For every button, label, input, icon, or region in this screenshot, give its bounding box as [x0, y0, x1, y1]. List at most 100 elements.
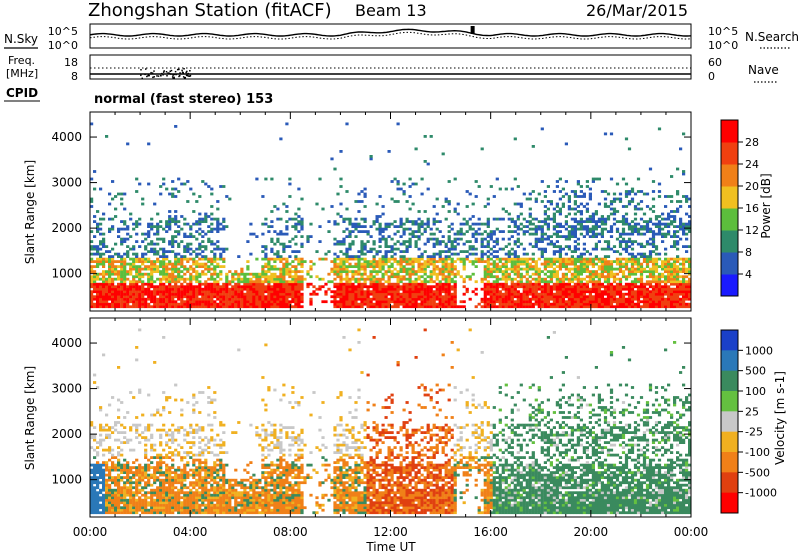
heatmap-cell: [141, 232, 145, 236]
heatmap-cell: [177, 230, 181, 233]
heatmap-cell: [135, 190, 139, 193]
heatmap-cell: [357, 280, 361, 284]
heatmap-cell: [156, 297, 160, 301]
heatmap-cell: [141, 240, 145, 243]
heatmap-cell: [462, 260, 466, 263]
heatmap-cell: [195, 277, 199, 281]
heatmap-cell: [531, 272, 535, 276]
heatmap-cell: [297, 220, 301, 223]
heatmap-cell: [120, 260, 124, 263]
heatmap-cell: [108, 260, 112, 263]
heatmap-cell: [165, 187, 169, 191]
heatmap-cell: [267, 297, 271, 301]
heatmap-cell: [636, 252, 641, 256]
heatmap-cell: [144, 267, 148, 271]
heatmap-cell: [198, 222, 202, 226]
heatmap-cell: [528, 287, 532, 291]
heatmap-cell: [264, 297, 268, 301]
heatmap-cell: [141, 267, 145, 271]
heatmap-cell: [90, 252, 94, 256]
heatmap-cell: [633, 295, 638, 299]
heatmap-cell: [132, 245, 136, 248]
heatmap-cell: [615, 302, 620, 306]
heatmap-cell: [231, 275, 235, 279]
heatmap-cell: [183, 277, 187, 281]
heatmap-cell: [291, 237, 295, 241]
heatmap-cell: [330, 267, 334, 271]
heatmap-cell: [579, 277, 583, 281]
heatmap-cell: [516, 300, 520, 304]
heatmap-cell: [546, 290, 550, 294]
heatmap-cell: [267, 260, 271, 263]
heatmap-cell: [219, 185, 223, 188]
heatmap-cell: [489, 230, 493, 233]
heatmap-cell: [330, 295, 334, 299]
heatmap-cell: [567, 200, 571, 203]
heatmap-cell: [414, 300, 418, 304]
power-heatmap: [90, 122, 692, 309]
heatmap-cell: [261, 270, 265, 273]
heatmap-cell: [159, 270, 163, 273]
heatmap-cell: [375, 220, 379, 223]
heatmap-cell: [486, 300, 490, 304]
heatmap-cell: [495, 290, 499, 294]
heatmap-cell: [396, 295, 400, 299]
heatmap-cell: [96, 247, 100, 251]
heatmap-cell: [597, 302, 601, 306]
heatmap-cell: [582, 292, 586, 296]
heatmap-cell: [558, 210, 562, 213]
heatmap-cell: [513, 287, 517, 291]
heatmap-cell: [231, 300, 235, 304]
heatmap-cell: [573, 262, 577, 266]
heatmap-cell: [682, 285, 686, 289]
heatmap-cell: [525, 300, 529, 304]
heatmap-cell: [135, 272, 139, 276]
heatmap-cell: [444, 270, 448, 273]
heatmap-cell: [165, 222, 169, 226]
heatmap-cell: [351, 295, 355, 299]
heatmap-cell: [480, 255, 484, 258]
heatmap-cell: [570, 225, 574, 228]
heatmap-cell: [657, 252, 662, 256]
heatmap-cell: [621, 300, 626, 304]
heatmap-cell: [534, 290, 538, 294]
heatmap-cell: [300, 285, 304, 289]
heatmap-cell: [657, 300, 662, 304]
heatmap-cell: [375, 260, 379, 263]
heatmap-cell: [138, 265, 142, 268]
heatmap-cell: [390, 265, 394, 268]
heatmap-cell: [642, 255, 647, 258]
heatmap-cell: [102, 506, 106, 510]
heatmap-cell: [216, 230, 220, 233]
heatmap-cell: [679, 147, 683, 151]
heatmap-cell: [432, 222, 436, 226]
nave-dot: [167, 72, 169, 74]
heatmap-cell: [486, 225, 490, 228]
heatmap-cell: [603, 292, 608, 296]
heatmap-cell: [615, 257, 620, 261]
heatmap-cell: [243, 277, 247, 281]
heatmap-cell: [456, 202, 460, 206]
heatmap-cell: [186, 247, 190, 251]
heatmap-cell: [405, 257, 409, 261]
heatmap-cell: [555, 235, 559, 238]
heatmap-cell: [369, 157, 373, 161]
heatmap-cell: [210, 305, 214, 309]
heatmap-cell: [306, 237, 310, 241]
heatmap-cell: [621, 262, 626, 266]
heatmap-cell: [219, 252, 223, 256]
heatmap-cell: [198, 227, 202, 231]
heatmap-cell: [654, 270, 659, 273]
heatmap-cell: [594, 222, 598, 226]
heatmap-cell: [375, 287, 379, 291]
heatmap-cell: [654, 267, 659, 271]
heatmap-cell: [396, 122, 400, 126]
heatmap-cell: [516, 302, 520, 306]
heatmap-cell: [618, 200, 623, 203]
heatmap-cell: [141, 262, 145, 266]
heatmap-cell: [549, 297, 553, 301]
heatmap-cell: [615, 260, 620, 263]
heatmap-cell: [252, 300, 256, 304]
heatmap-cell: [441, 235, 445, 238]
heatmap-cell: [642, 260, 647, 263]
